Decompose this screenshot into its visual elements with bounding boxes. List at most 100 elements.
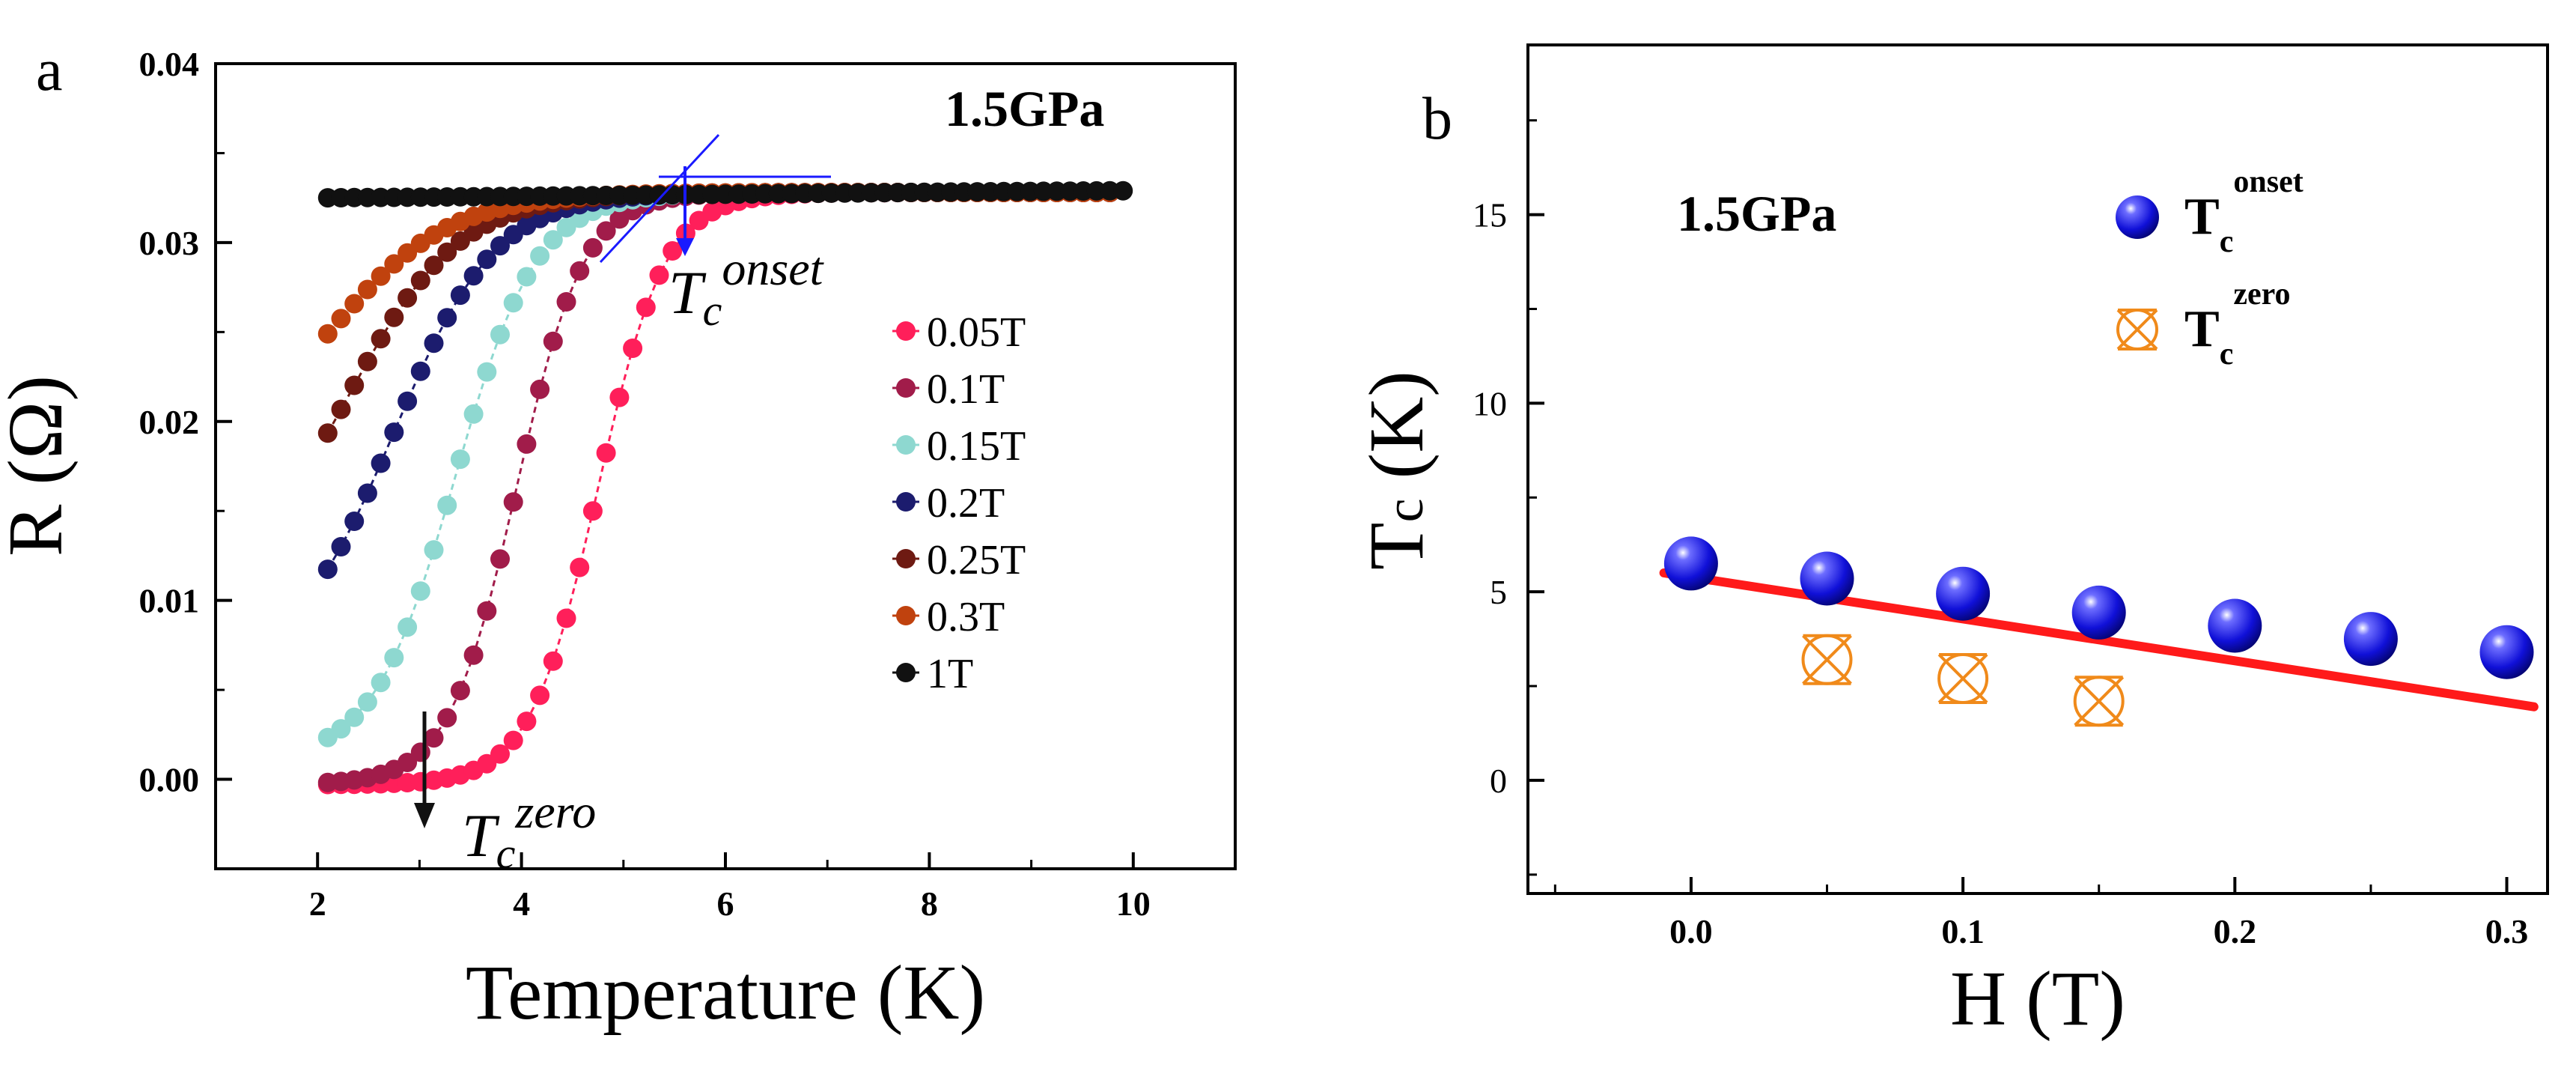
b-x-tick-label: 0.0 bbox=[1669, 912, 1713, 950]
legend-onset-sup: onset bbox=[2233, 165, 2303, 199]
data-point bbox=[371, 673, 391, 692]
data-point bbox=[371, 329, 391, 348]
panel-b-y-label-rest: (K) bbox=[1354, 371, 1440, 498]
b-y-tick-label: 0 bbox=[1490, 762, 1507, 800]
data-point bbox=[477, 362, 496, 382]
a-x-tick-label: 2 bbox=[309, 885, 326, 923]
legend-label: 0.15T bbox=[927, 423, 1026, 470]
zero-point bbox=[1939, 655, 1987, 703]
onset-annotation: Tconset bbox=[669, 242, 825, 335]
data-point bbox=[650, 265, 669, 285]
data-point bbox=[384, 308, 404, 327]
legend-label: 0.1T bbox=[927, 366, 1005, 413]
zero-point bbox=[1803, 636, 1851, 684]
data-point bbox=[332, 537, 351, 556]
data-point bbox=[398, 617, 417, 637]
zero-arrow-head bbox=[414, 803, 435, 828]
a-y-tick-label: 0.04 bbox=[139, 45, 200, 83]
data-point bbox=[344, 376, 364, 395]
a-x-tick-label: 4 bbox=[513, 885, 530, 923]
panel-b-y-axis-label: Tc (K) bbox=[1354, 371, 1440, 570]
panel-b-y-ticks: 051015 bbox=[1473, 121, 1544, 875]
data-point bbox=[332, 400, 351, 419]
data-point bbox=[451, 449, 470, 469]
data-point bbox=[411, 362, 430, 381]
data-point bbox=[530, 685, 549, 705]
data-point bbox=[344, 294, 364, 314]
data-point bbox=[424, 540, 444, 559]
data-point bbox=[358, 484, 377, 503]
data-point bbox=[530, 380, 549, 399]
data-point bbox=[398, 392, 417, 411]
zero-annotation-sub: c bbox=[496, 829, 516, 878]
a-y-tick-label: 0.00 bbox=[139, 761, 200, 799]
data-point bbox=[411, 742, 430, 762]
onset-point bbox=[1936, 567, 1990, 621]
data-point bbox=[504, 731, 523, 750]
b-y-tick-label: 15 bbox=[1473, 196, 1507, 234]
legend-onset-label: Tc onset bbox=[2184, 165, 2304, 259]
data-point bbox=[384, 648, 404, 667]
legend-zero-sup: zero bbox=[2233, 277, 2290, 312]
legend-onset-base: T bbox=[2184, 188, 2220, 246]
data-point bbox=[530, 246, 549, 266]
panel-a-y-axis-label: R (Ω) bbox=[0, 375, 79, 556]
panel-b-pressure-label: 1.5GPa bbox=[1677, 185, 1836, 242]
data-point bbox=[398, 288, 417, 308]
a-y-tick-label: 0.01 bbox=[139, 582, 200, 620]
onset-point bbox=[1800, 552, 1854, 606]
series-1T bbox=[318, 181, 1133, 207]
data-point bbox=[636, 297, 656, 317]
data-point bbox=[384, 422, 404, 442]
panel-b-y-label-main: T bbox=[1354, 522, 1440, 570]
onset-point bbox=[2072, 586, 2126, 640]
onset-annotation-sub: c bbox=[703, 286, 722, 335]
zero-annotation: Tczero bbox=[462, 785, 596, 878]
a-y-tick-label: 0.03 bbox=[139, 224, 200, 262]
data-point bbox=[517, 434, 536, 454]
a-x-tick-label: 10 bbox=[1116, 885, 1151, 923]
a-y-tick-label: 0.02 bbox=[139, 403, 200, 441]
data-point bbox=[504, 293, 523, 312]
b-y-tick-label: 10 bbox=[1473, 384, 1507, 422]
panel-b-frame bbox=[1528, 45, 2548, 893]
data-point bbox=[543, 332, 563, 351]
panel-b-x-axis-label: H (T) bbox=[1950, 956, 2125, 1042]
data-point bbox=[477, 601, 496, 621]
data-point bbox=[318, 423, 338, 443]
panel-b-legend: Tc onset Tc zero bbox=[2116, 165, 2304, 371]
data-point bbox=[504, 492, 523, 512]
onset-point bbox=[2480, 625, 2534, 679]
data-point bbox=[451, 285, 470, 305]
legend-onset-sub: c bbox=[2220, 225, 2234, 259]
a-x-tick-label: 6 bbox=[717, 885, 734, 923]
data-point bbox=[583, 238, 603, 258]
legend-onset-marker bbox=[2116, 195, 2159, 239]
data-point bbox=[344, 512, 364, 531]
data-point bbox=[583, 501, 603, 521]
legend-label: 0.25T bbox=[927, 537, 1026, 583]
data-point bbox=[490, 325, 510, 345]
data-point bbox=[490, 549, 510, 568]
onset-annotation-sup: onset bbox=[722, 242, 824, 295]
data-point bbox=[517, 267, 536, 287]
onset-point bbox=[2208, 599, 2262, 653]
data-point bbox=[597, 443, 616, 463]
data-point bbox=[344, 708, 364, 727]
zero-annotation-base: T bbox=[462, 801, 500, 870]
panel-letter-b: b bbox=[1422, 86, 1452, 152]
legend-zero-marker bbox=[2118, 310, 2157, 349]
panel-a-y-ticks: 0.00 0.01 0.02 0.03 0.04 bbox=[139, 45, 233, 799]
data-point bbox=[358, 692, 377, 712]
data-point bbox=[437, 708, 457, 727]
zero-point bbox=[2075, 677, 2123, 725]
legend-label: 1T bbox=[927, 651, 973, 697]
data-point bbox=[543, 652, 563, 671]
data-point bbox=[1113, 181, 1133, 201]
data-point bbox=[570, 261, 589, 281]
panel-a-x-ticks: 2 4 6 8 10 bbox=[216, 852, 1151, 923]
onset-point bbox=[2344, 612, 2398, 666]
data-point bbox=[557, 292, 576, 312]
figure: a b 0.000.010.020.030.04 2 4 6 8 10 Temperat… bbox=[0, 0, 2576, 1068]
